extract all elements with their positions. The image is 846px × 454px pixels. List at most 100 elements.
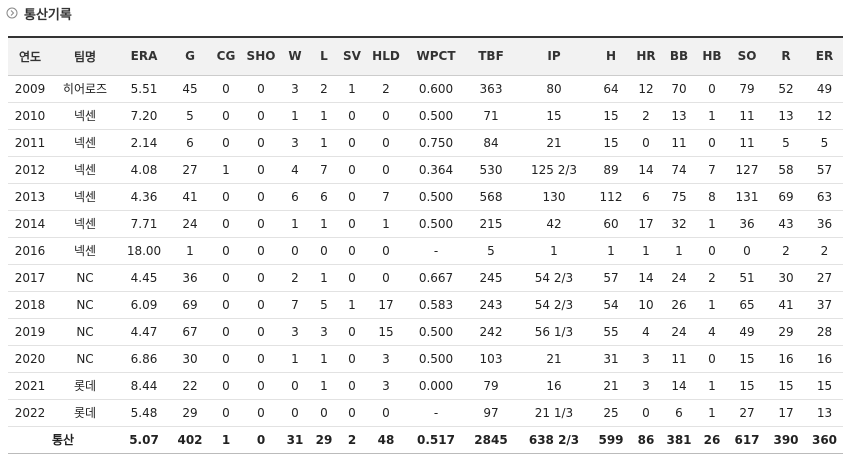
cell: 17 [630,210,662,238]
data-row: 2021 롯데 8.44 22 0 0 0 1 0 3 0.000 79 16 21 3 14 1 15 15 15 [8,372,843,400]
cell: 0 [338,237,366,265]
cell: 넥센 [52,102,118,130]
cell: 넥센 [52,156,118,184]
cell: 97 [466,399,516,427]
cell: 363 [466,75,516,103]
cell: 6 [170,129,210,157]
cell: 55 [592,318,630,346]
cell: 0 [366,102,406,130]
cell: 15 [366,318,406,346]
header-row: 연도 팀명 ERA G CG SHO W L SV HLD WPCT TBF IP H HR BB HB SO R E… [8,37,843,76]
cell: 1 [280,102,310,130]
cell: 2 [766,237,806,265]
cell: 0 [280,399,310,427]
data-row: 2013 넥센 4.36 41 0 0 6 6 0 7 0.500 568 130 112 6 75 8 131 6… [8,183,843,211]
cell: 112 [592,183,630,211]
total-cell: 2 [338,426,366,454]
data-row: 2017 NC 4.45 36 0 0 2 1 0 0 0.667 245 54 2/3 57 14 24 2 5… [8,264,843,292]
cell: NC [52,291,118,319]
cell: 3 [366,372,406,400]
cell: 롯데 [52,372,118,400]
cell: 0.500 [406,183,466,211]
cell: 6 [280,183,310,211]
cell: 1 [280,210,310,238]
cell: 70 [662,75,696,103]
cell: 0 [280,237,310,265]
total-cell: 0.517 [406,426,466,454]
cell: 0 [366,237,406,265]
cell: 2 [366,75,406,103]
cell: 2013 [8,183,52,211]
cell: 0.000 [406,372,466,400]
cell: 21 [516,345,592,373]
cell: 0 [210,345,242,373]
cell: 215 [466,210,516,238]
cell: 0 [366,129,406,157]
cell: 1 [516,237,592,265]
cell: 0 [210,75,242,103]
cell: 1 [338,75,366,103]
cell: 3 [630,345,662,373]
column-header: TBF [466,37,516,76]
cell: 84 [466,129,516,157]
cell: 15 [806,372,843,400]
cell: 1 [696,102,728,130]
data-row: 2009 히어로즈 5.51 45 0 0 3 2 1 2 0.600 363 80 64 12 70 0 79 5… [8,75,843,103]
column-header: 연도 [8,37,52,76]
cell: 21 [516,129,592,157]
cell: 0 [630,399,662,427]
cell: 1 [338,291,366,319]
cell: 0 [338,183,366,211]
cell: 0 [210,210,242,238]
cell: 4 [630,318,662,346]
cell: 57 [806,156,843,184]
total-cell: 617 [728,426,766,454]
total-cell: 48 [366,426,406,454]
cell: 0 [310,237,338,265]
cell: 0 [210,318,242,346]
cell: 1 [696,399,728,427]
cell: 0 [242,264,280,292]
cell: 0 [338,156,366,184]
cell: 43 [766,210,806,238]
cell: 14 [630,156,662,184]
cell: 243 [466,291,516,319]
cell: 54 2/3 [516,291,592,319]
total-cell: 390 [766,426,806,454]
cell: 0 [310,399,338,427]
cell: 36 [170,264,210,292]
cell: 0 [210,183,242,211]
total-cell: 29 [310,426,338,454]
cell: 0 [242,156,280,184]
cell: 24 [662,264,696,292]
cell: 71 [466,102,516,130]
cell: 1 [696,210,728,238]
cell: 0 [696,345,728,373]
cell: 1 [210,156,242,184]
cell: 0.500 [406,318,466,346]
total-row: 통산 5.07 402 1 0 31 29 2 48 0.517 2845 638 2/3 599 86 3… [8,426,843,454]
column-header: L [310,37,338,76]
column-header: CG [210,37,242,76]
cell: 2 [630,102,662,130]
cell: 69 [170,291,210,319]
table-head: 연도 팀명 ERA G CG SHO W L SV HLD WPCT TBF IP H HR BB HB SO R E… [8,37,843,76]
column-header: HLD [366,37,406,76]
cell: - [406,399,466,427]
cell: 0 [338,129,366,157]
cell: 1 [696,372,728,400]
cell: 25 [592,399,630,427]
cell: 2 [310,75,338,103]
cell: 1 [366,210,406,238]
cell: 15 [592,129,630,157]
cell: 41 [766,291,806,319]
cell: 2 [696,264,728,292]
cell: 0 [210,291,242,319]
cell: 3 [280,318,310,346]
cell: 79 [728,75,766,103]
cell: 2.14 [118,129,170,157]
cell: 7 [366,183,406,211]
title-text: 통산기록 [24,7,72,23]
cell: 3 [630,372,662,400]
total-cell: 402 [170,426,210,454]
